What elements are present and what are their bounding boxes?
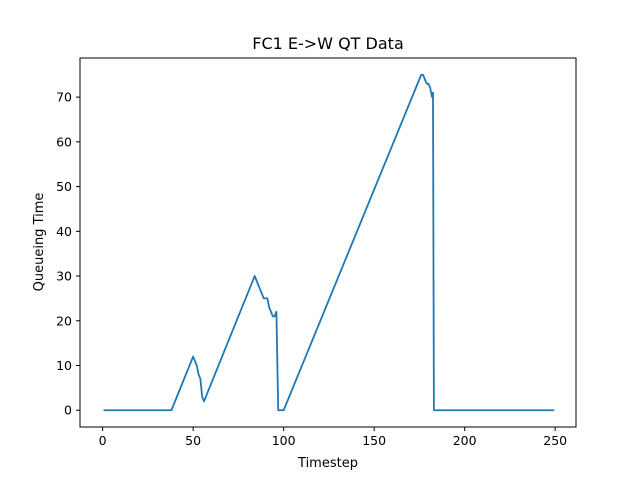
x-tick-label: 150 bbox=[362, 433, 386, 448]
x-tick-label: 50 bbox=[185, 433, 201, 448]
chart-title: FC1 E->W QT Data bbox=[252, 34, 404, 53]
x-tick-label: 250 bbox=[543, 433, 567, 448]
x-axis-label: Timestep bbox=[297, 456, 358, 471]
y-tick-label: 60 bbox=[56, 134, 72, 149]
x-tick-label: 100 bbox=[272, 433, 296, 448]
y-tick-label: 20 bbox=[56, 313, 72, 328]
x-axis: 0 50 100 150 200 250 bbox=[99, 427, 567, 448]
y-tick-label: 10 bbox=[56, 358, 72, 373]
y-axis: 0 10 20 30 40 50 60 70 bbox=[56, 90, 80, 418]
x-tick-label: 200 bbox=[453, 433, 477, 448]
y-tick-label: 0 bbox=[64, 403, 72, 418]
series-line-0 bbox=[103, 73, 555, 412]
x-tick-label: 0 bbox=[99, 433, 107, 448]
y-tick-label: 50 bbox=[56, 179, 72, 194]
y-axis-label: Queueing Time bbox=[32, 193, 47, 292]
y-tick-label: 40 bbox=[56, 224, 72, 239]
plot-frame bbox=[79, 57, 577, 428]
y-tick-label: 70 bbox=[56, 90, 72, 105]
y-tick-label: 30 bbox=[56, 269, 72, 284]
